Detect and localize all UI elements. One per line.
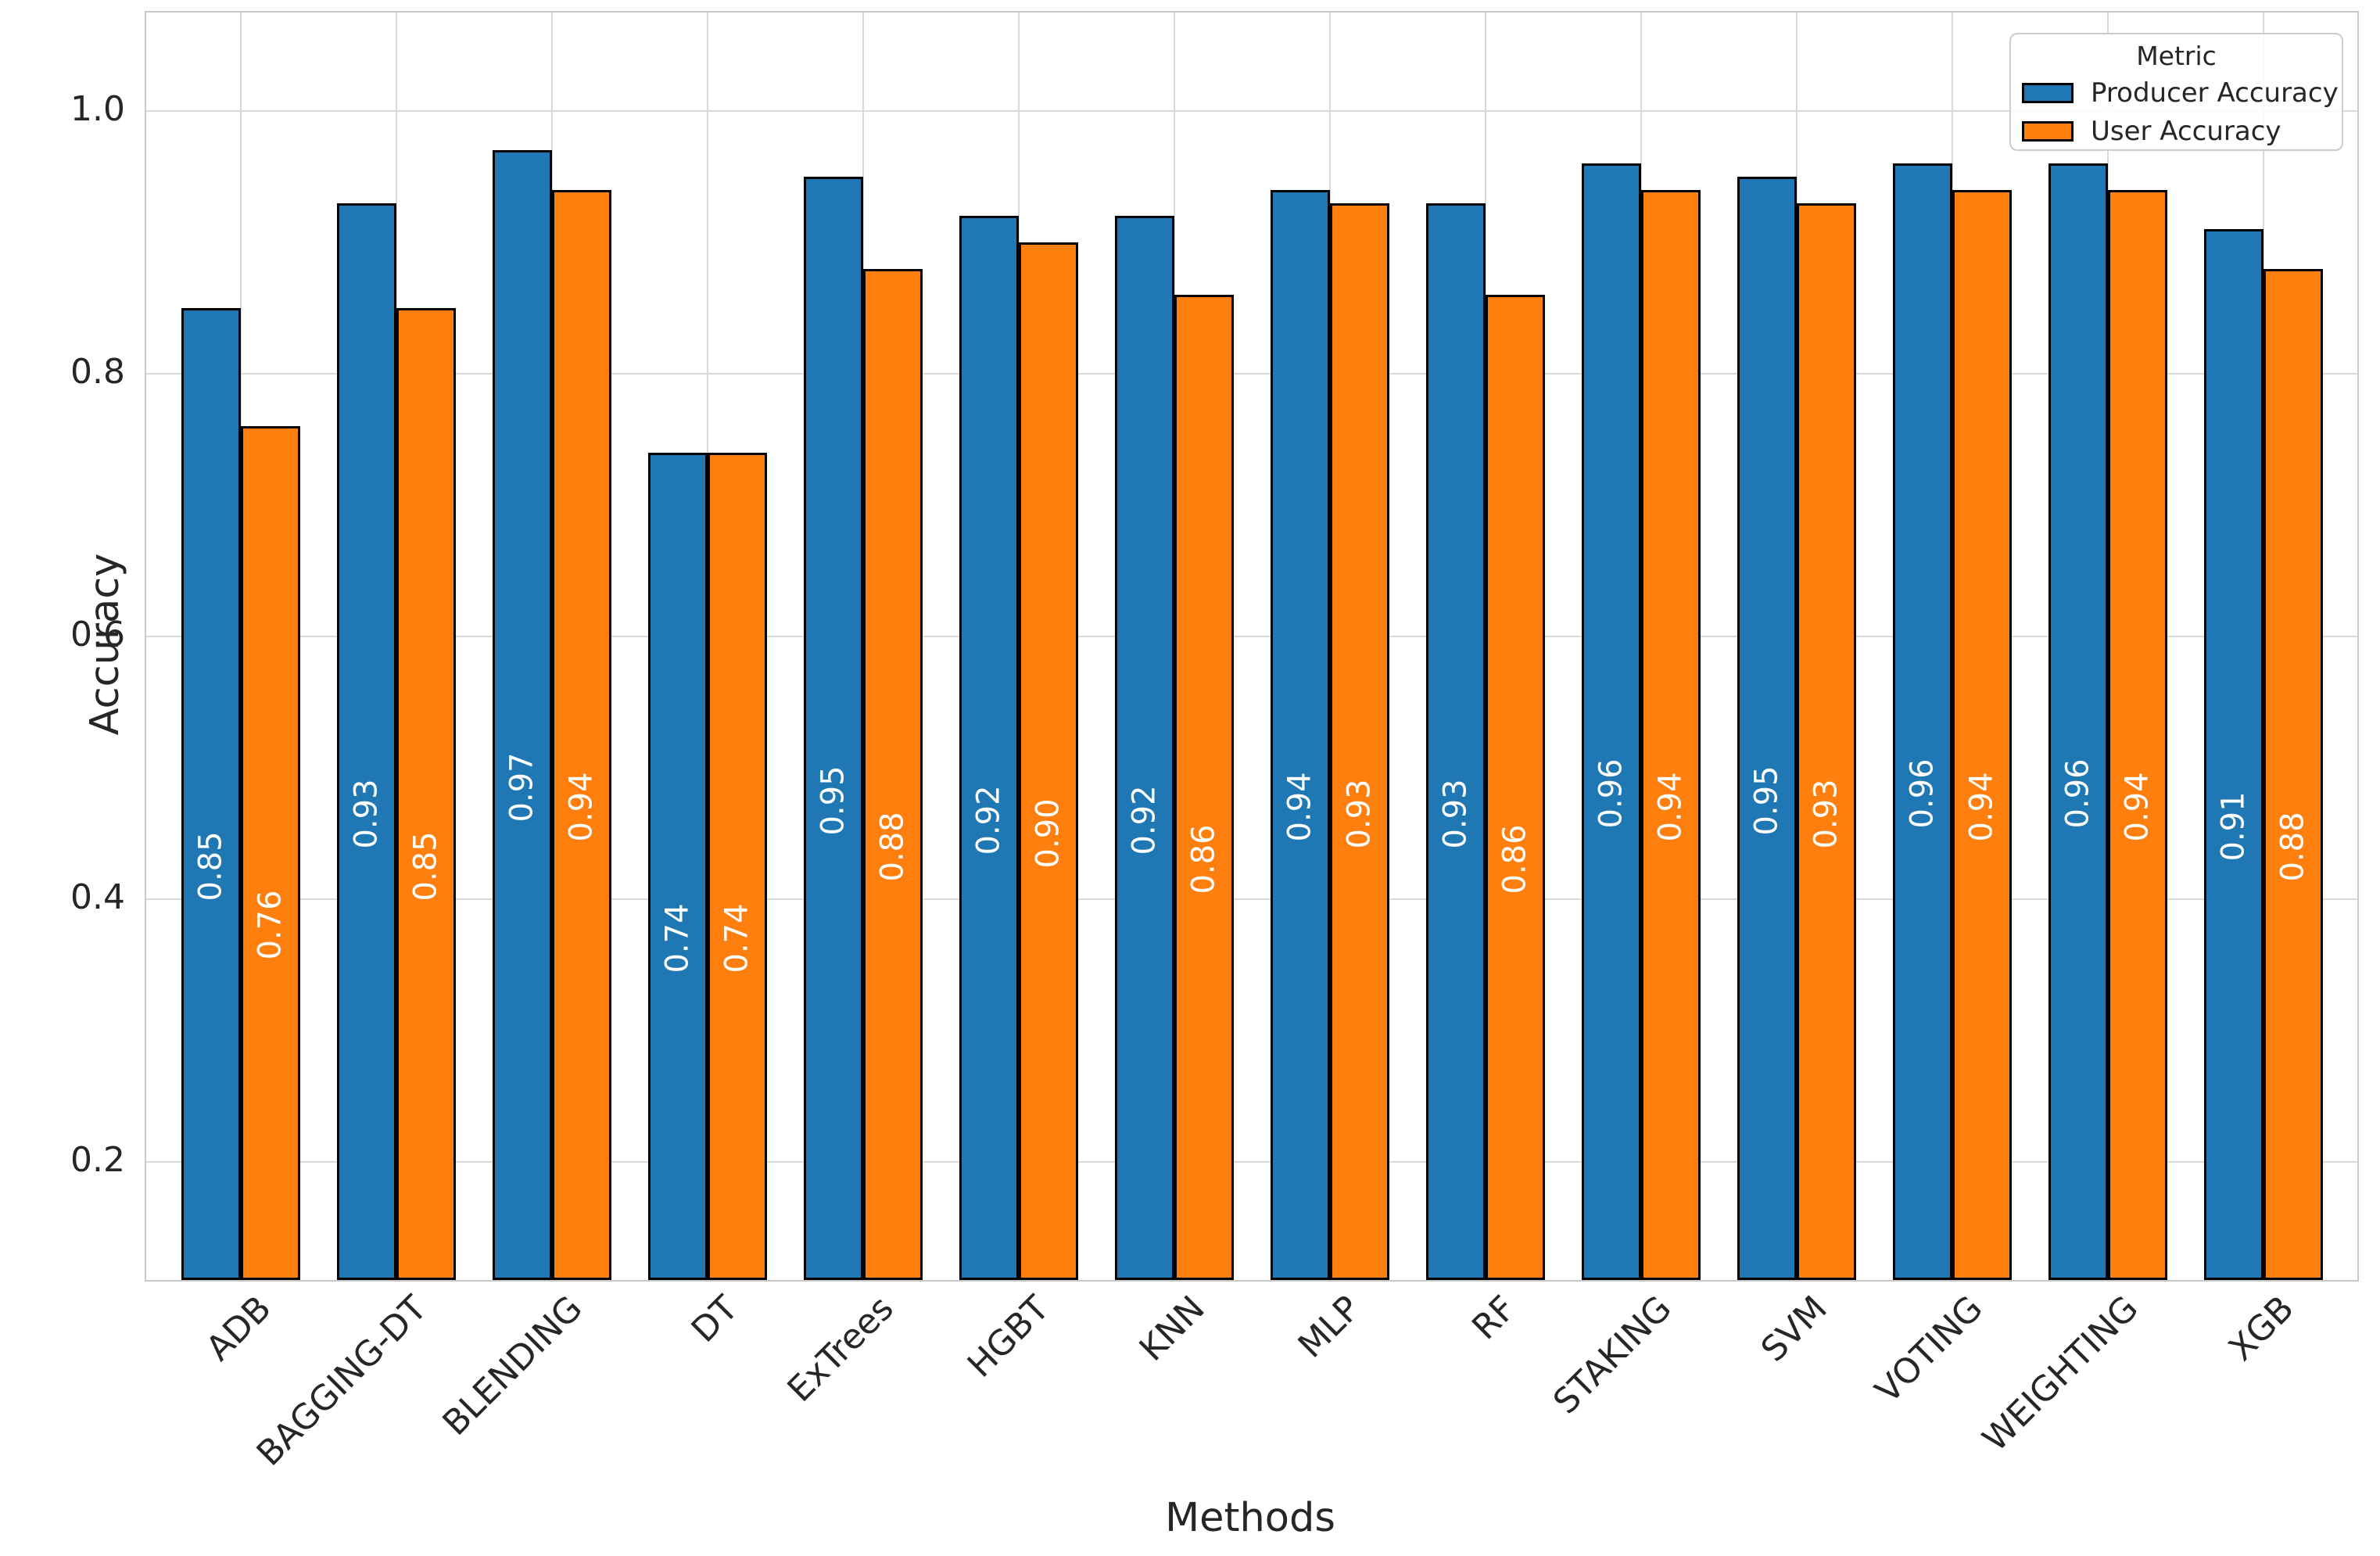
legend-title: Metric [2136,41,2217,71]
y-tick-label-0.2: 0.2 [70,1139,125,1180]
y-tick-label-0.4: 0.4 [70,877,125,917]
bar-user-accuracy-mlp [1329,203,1389,1280]
bar-user-accuracy-extrees [862,268,923,1280]
h-gridline-0.8 [146,372,2357,375]
h-gridline-1 [146,109,2357,112]
legend-item-producer-accuracy: Producer Accuracy [2022,77,2339,109]
bar-producer-accuracy-knn [1114,216,1174,1280]
bar-producer-accuracy-blending [492,150,552,1280]
bar-user-accuracy-staking [1640,189,1701,1280]
bar-user-accuracy-svm [1796,203,1856,1280]
plot-area: 0.85 0.93 0.97 0.74 0.95 0.92 0.92 0.94 0.93 0.96… [145,11,2359,1282]
bar-producer-accuracy-hgbt [959,216,1019,1280]
legend-swatch-user-accuracy [2022,121,2074,142]
bar-producer-accuracy-svm [1737,176,1797,1280]
legend-item-user-accuracy: User Accuracy [2022,116,2331,147]
x-axis-title: Methods [1165,1495,1335,1541]
bar-producer-accuracy-rf [1425,203,1486,1280]
y-tick-label-0.8: 0.8 [70,351,125,392]
legend-label-producer-accuracy: Producer Accuracy [2091,77,2339,109]
y-tick-label-0.6: 0.6 [70,614,125,654]
bar-producer-accuracy-dt [647,452,708,1280]
bar-user-accuracy-knn [1174,295,1234,1280]
bar-user-accuracy-weighting [2107,189,2167,1280]
bar-producer-accuracy-voting [1892,163,1952,1280]
bar-producer-accuracy-staking [1581,163,1641,1280]
bar-user-accuracy-bagging-dt [396,307,456,1280]
bar-user-accuracy-blending [551,189,611,1280]
bar-producer-accuracy-adb [181,307,241,1280]
bar-producer-accuracy-extrees [803,176,863,1280]
bar-user-accuracy-adb [240,426,300,1280]
bar-user-accuracy-xgb [2263,268,2323,1280]
y-tick-label-1: 1.0 [70,88,125,129]
bar-user-accuracy-dt [707,452,767,1280]
bar-producer-accuracy-weighting [2048,163,2108,1280]
h-gridline-0.6 [146,635,2357,637]
legend-label-user-accuracy: User Accuracy [2091,116,2281,147]
legend: Metric Producer Accuracy User Accuracy [2009,33,2343,151]
h-gridline-0.4 [146,898,2357,900]
bar-user-accuracy-voting [1952,189,2012,1280]
bar-producer-accuracy-bagging-dt [336,203,396,1280]
bar-user-accuracy-rf [1485,295,1545,1280]
legend-swatch-producer-accuracy [2022,83,2074,103]
bar-producer-accuracy-mlp [1270,189,1330,1280]
h-gridline-0.2 [146,1160,2357,1163]
legend-items: Producer Accuracy User Accuracy [2022,77,2339,147]
bar-user-accuracy-hgbt [1018,242,1078,1280]
bar-producer-accuracy-xgb [2203,229,2264,1280]
